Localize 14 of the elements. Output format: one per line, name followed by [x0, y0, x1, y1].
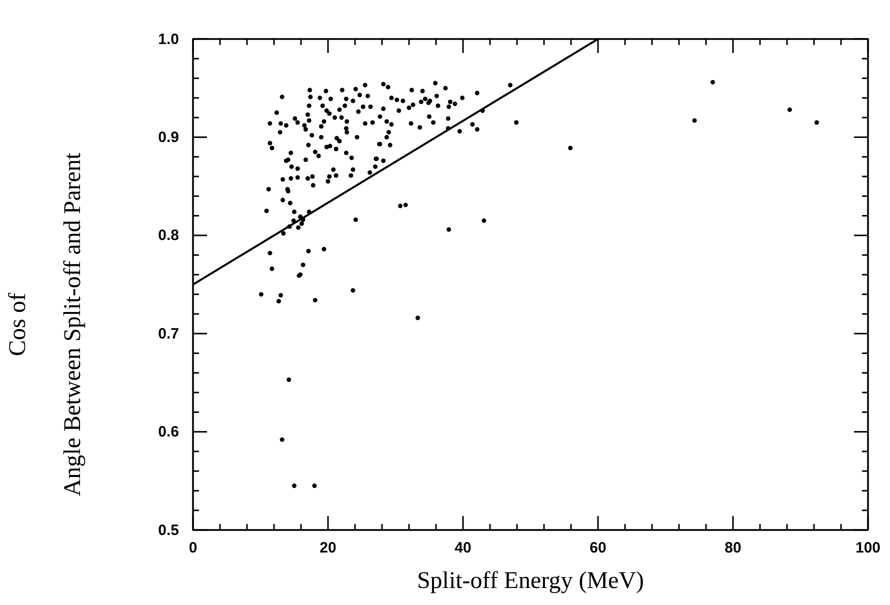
x-tick-label: 20 [320, 540, 336, 557]
x-tick-label: 80 [724, 540, 742, 557]
text: Cos of Angle Between Split-off and Parent [5, 152, 86, 496]
y-tick-label: 1.0 [158, 30, 179, 48]
x-tick-label: 0 [188, 540, 198, 557]
x-tick-label: 40 [454, 540, 472, 557]
x-tick-label: 60 [590, 540, 606, 557]
x-axis-title: Split-off Energy (MeV) [416, 568, 644, 594]
y-tick-label: 0.6 [158, 424, 179, 441]
y-tick-label: 0.8 [158, 227, 179, 244]
x-tick-label: 100 [855, 540, 881, 557]
y-tick-label: 0.9 [158, 129, 179, 146]
y-tick-label: 0.5 [158, 522, 179, 539]
y-tick-label: 0.7 [158, 325, 179, 342]
